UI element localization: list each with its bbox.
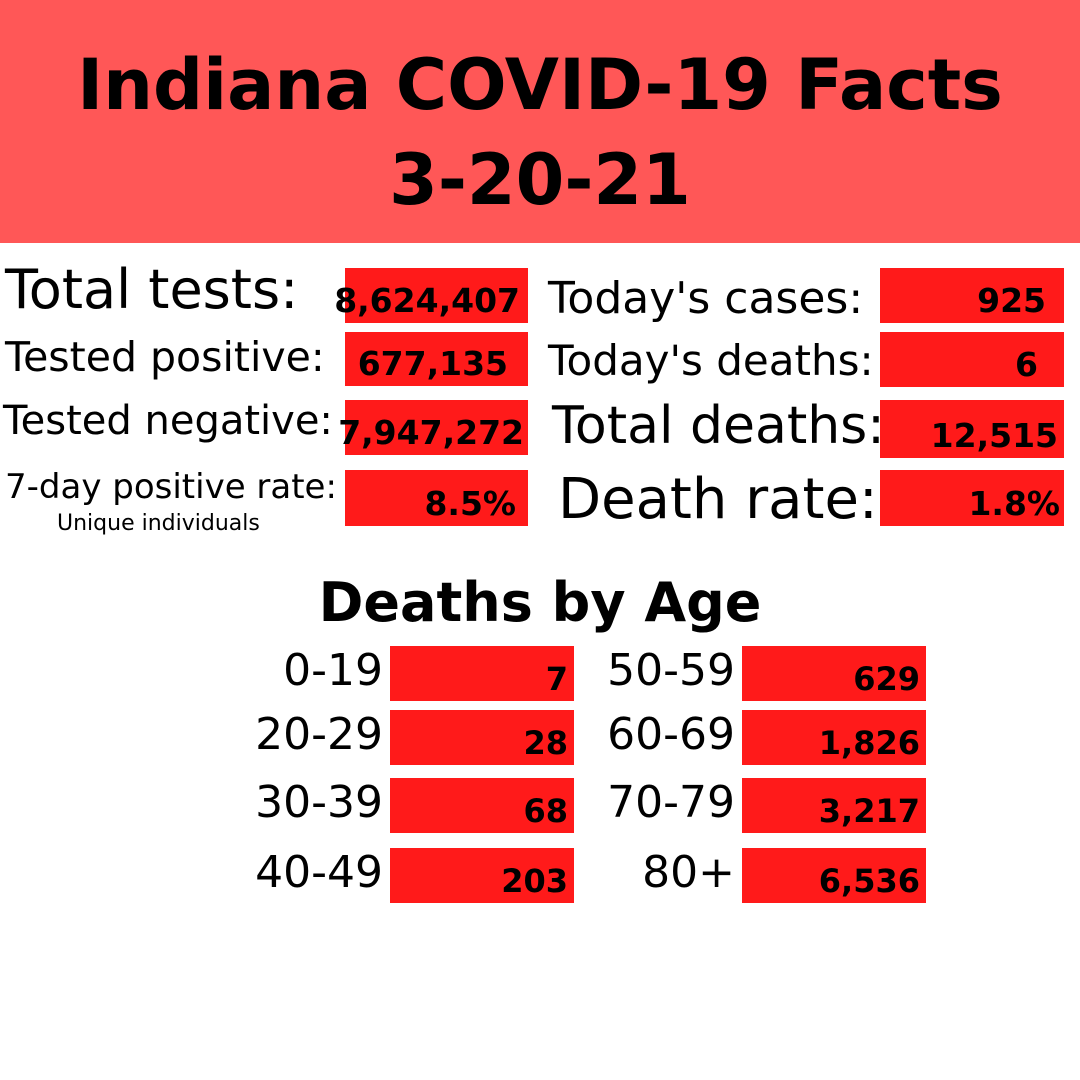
tested-negative-value: 7,947,272 [338, 400, 528, 455]
age-deaths-value: 68 [390, 778, 574, 833]
title-line1: Indiana COVID-19 Facts [77, 44, 1003, 126]
age-label: 80+ [642, 847, 735, 898]
todays-cases-value: 925 [880, 268, 1064, 323]
age-deaths-value: 3,217 [742, 778, 926, 833]
todays-deaths-value: 6 [880, 332, 1064, 387]
age-deaths-value: 1,826 [742, 710, 926, 765]
death-rate-value: 1.8% [880, 470, 1064, 526]
header-banner: Indiana COVID-19 Facts 3-20-21 [0, 0, 1080, 243]
total-tests-value: 8,624,407 [334, 268, 528, 323]
age-deaths-value: 203 [390, 848, 574, 903]
age-deaths-value: 6,536 [742, 848, 926, 903]
death-rate-label: Death rate: [558, 467, 878, 532]
age-label: 0-19 [283, 645, 383, 696]
todays-deaths-label: Today's deaths: [548, 336, 874, 385]
total-deaths-label: Total deaths: [552, 396, 885, 456]
todays-cases-label: Today's cases: [548, 273, 864, 324]
total-tests-label: Total tests: [5, 258, 299, 321]
total-deaths-value: 12,515 [880, 400, 1064, 458]
age-label: 60-69 [607, 709, 735, 760]
age-label: 70-79 [607, 777, 735, 828]
tested-positive-value: 677,135 [345, 332, 528, 386]
title-date: 3-20-21 [389, 139, 691, 221]
age-deaths-value: 28 [390, 710, 574, 765]
age-label: 20-29 [255, 709, 383, 760]
age-label: 30-39 [255, 777, 383, 828]
age-deaths-value: 7 [390, 646, 574, 701]
deaths-by-age-title: Deaths by Age [318, 571, 762, 634]
positive-rate-sublabel: Unique individuals [57, 511, 260, 536]
positive-rate-value: 8.5% [345, 470, 528, 526]
age-label: 50-59 [607, 645, 735, 696]
positive-rate-label: 7-day positive rate: [5, 467, 337, 507]
tested-positive-label: Tested positive: [5, 333, 325, 381]
age-label: 40-49 [255, 847, 383, 898]
tested-negative-label: Tested negative: [3, 398, 333, 444]
age-deaths-value: 629 [742, 646, 926, 701]
